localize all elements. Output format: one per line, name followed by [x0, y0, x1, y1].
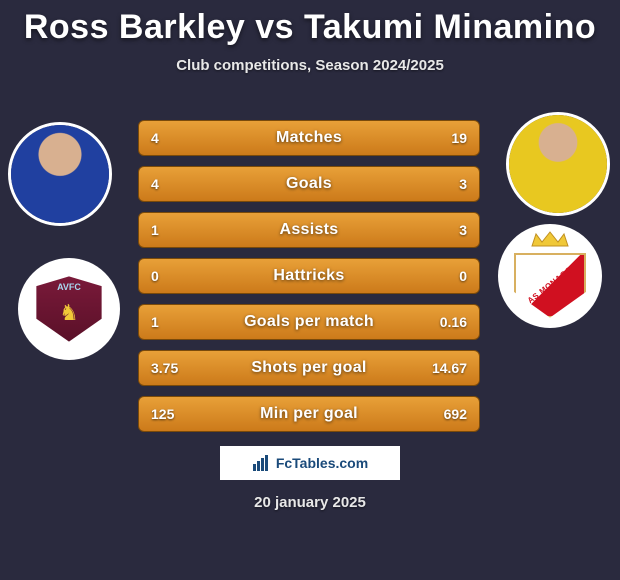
crown-icon [514, 230, 587, 248]
stats-block: 4 Matches 19 4 Goals 3 1 Assists 3 0 Hat… [138, 120, 480, 442]
stat-row-matches: 4 Matches 19 [138, 120, 480, 156]
stat-left-value: 1 [151, 222, 159, 238]
stat-label: Matches [276, 129, 342, 147]
stat-label: Min per goal [260, 405, 358, 423]
bars-icon [252, 454, 270, 472]
stat-row-mpg: 125 Min per goal 692 [138, 396, 480, 432]
stat-row-goals: 4 Goals 3 [138, 166, 480, 202]
monaco-crest: AS MONACO [514, 234, 587, 317]
stat-right-value: 3 [459, 176, 467, 192]
stat-label: Goals per match [244, 313, 374, 331]
player-right-avatar [506, 112, 610, 216]
stat-label: Goals [286, 175, 332, 193]
stat-right-value: 3 [459, 222, 467, 238]
stat-label: Assists [279, 221, 338, 239]
stat-row-gpm: 1 Goals per match 0.16 [138, 304, 480, 340]
page-title: Ross Barkley vs Takumi Minamino [0, 0, 620, 47]
stat-left-value: 4 [151, 130, 159, 146]
club-left-badge: ♞ AVFC [18, 258, 120, 360]
stat-right-value: 0 [459, 268, 467, 284]
avfc-text: AVFC [36, 282, 101, 292]
stat-right-value: 19 [451, 130, 467, 146]
stat-left-value: 125 [151, 406, 174, 422]
stat-row-hattricks: 0 Hattricks 0 [138, 258, 480, 294]
brand-box: FcTables.com [220, 446, 400, 480]
date-text: 20 january 2025 [0, 494, 620, 511]
player-left-avatar [8, 122, 112, 226]
brand-text: FcTables.com [276, 455, 368, 471]
avfc-crest: ♞ AVFC [36, 276, 101, 341]
stat-left-value: 0 [151, 268, 159, 284]
subtitle: Club competitions, Season 2024/2025 [0, 57, 620, 74]
club-right-badge: AS MONACO [498, 224, 602, 328]
stat-right-value: 0.16 [440, 314, 467, 330]
stat-row-spg: 3.75 Shots per goal 14.67 [138, 350, 480, 386]
stat-left-value: 3.75 [151, 360, 178, 376]
stat-right-value: 692 [444, 406, 467, 422]
stat-left-value: 4 [151, 176, 159, 192]
stat-left-value: 1 [151, 314, 159, 330]
stat-right-value: 14.67 [432, 360, 467, 376]
player-right-photo [509, 115, 607, 213]
player-left-photo [11, 125, 109, 223]
stat-label: Hattricks [273, 267, 344, 285]
stat-label: Shots per goal [251, 359, 366, 377]
stat-row-assists: 1 Assists 3 [138, 212, 480, 248]
lion-icon: ♞ [59, 300, 79, 326]
